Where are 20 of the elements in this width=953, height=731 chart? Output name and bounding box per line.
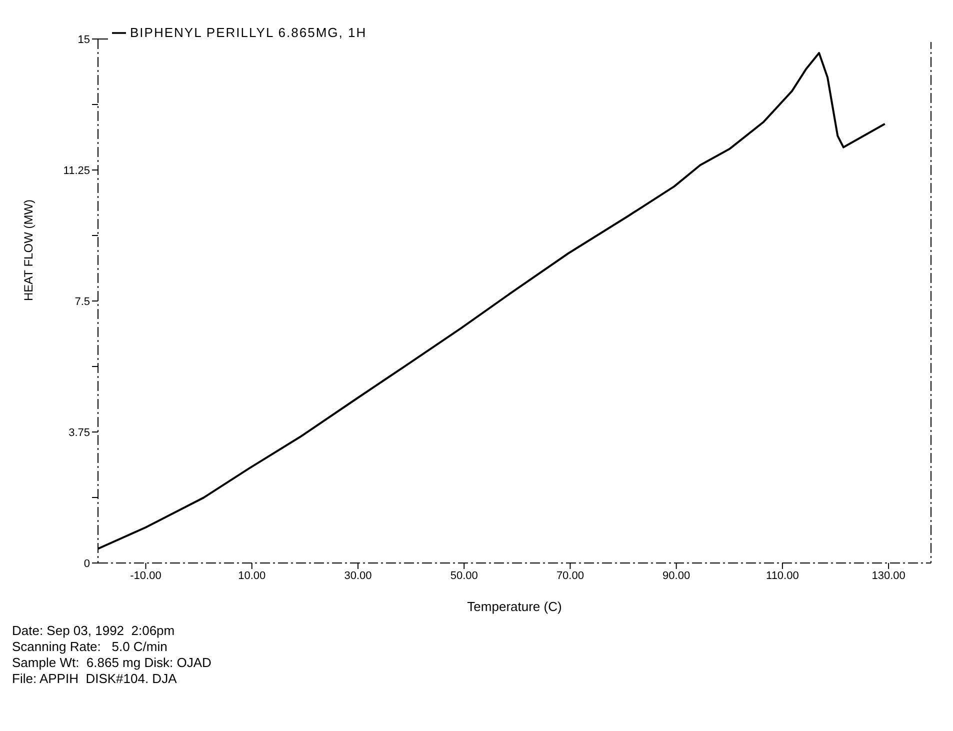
x-tick-label: 50.00 <box>450 570 478 582</box>
x-tick-label: 30.00 <box>344 570 372 582</box>
x-tick-label: -10.00 <box>130 570 162 582</box>
text: Sample Wt: 6.865 mg Disk: OJAD <box>12 655 212 671</box>
x-tick-label: 130.00 <box>872 570 906 582</box>
text: Date: Sep 03, 1992 2:06pm <box>12 623 176 639</box>
x-tick-label: 10.00 <box>238 570 266 582</box>
y-tick-label: 0 <box>84 558 90 570</box>
x-tick-label: 110.00 <box>766 570 799 582</box>
x-tick-label: 70.00 <box>556 570 584 582</box>
x-tick-label: 90.00 <box>662 570 690 582</box>
y-tick-label: 7.5 <box>74 296 90 308</box>
text: Scanning Rate: 5.0 C/min <box>12 639 168 655</box>
text: File: APPIH DISK#104. DJA <box>12 671 178 687</box>
y-axis-title: HEAT FLOW (MW) <box>21 199 36 301</box>
y-tick-label: 11.25 <box>63 164 90 177</box>
y-tick-label: 15 <box>78 34 90 46</box>
y-tick-label: 3.75 <box>68 426 90 439</box>
x-axis-title: Temperature (C) <box>467 599 562 614</box>
legend-label: BIPHENYL PERILLYL 6.865MG, 1H <box>130 25 367 40</box>
